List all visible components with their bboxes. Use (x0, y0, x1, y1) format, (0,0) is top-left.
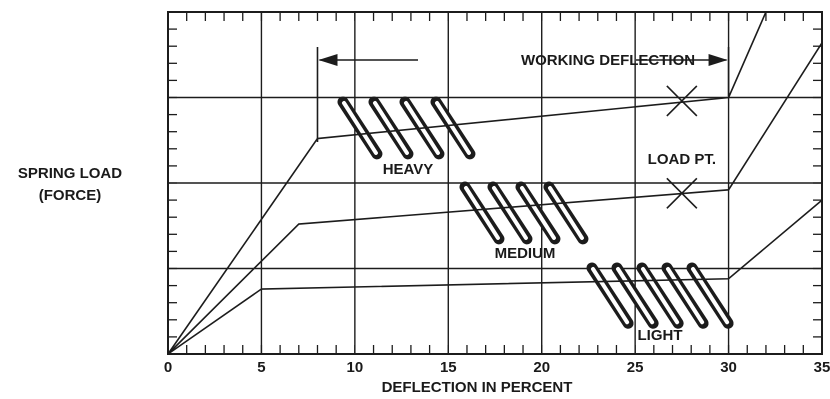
spring-coil-highlight (520, 186, 556, 240)
spring-coil-highlight (548, 186, 584, 240)
x-tick-label: 5 (257, 359, 265, 376)
spring-coil-highlight (373, 101, 409, 155)
medium-spring-label: MEDIUM (495, 245, 556, 262)
load-point-x-icon (666, 177, 698, 209)
load-line-medium (167, 42, 823, 355)
spring-coil-highlight (464, 186, 500, 240)
y-axis-label-line-2: (FORCE) (39, 187, 102, 204)
spring-coil-highlight (691, 267, 730, 325)
y-axis-label-line-1: SPRING LOAD (18, 165, 122, 182)
axis-ticks: 0 5 10 15 20 25 30 35 (164, 11, 830, 376)
spring-coil-highlight (492, 186, 528, 240)
spring-illustrations (337, 96, 734, 329)
spring-coil-highlight (616, 267, 655, 325)
arrowhead-left-icon (318, 54, 338, 66)
x-tick-label: 30 (720, 359, 737, 376)
spring-coil-highlight (591, 267, 630, 325)
spring-coil-highlight (641, 267, 680, 325)
spring-coil-icon (337, 96, 476, 160)
load-lines (167, 11, 823, 355)
x-tick-label: 15 (440, 359, 457, 376)
x-tick-label: 35 (814, 359, 830, 376)
heavy-spring-label: HEAVY (383, 161, 434, 178)
working-deflection-label: WORKING DEFLECTION (521, 52, 695, 69)
spring-coil-highlight (342, 101, 378, 155)
spring-coil-highlight (435, 101, 471, 155)
x-tick-label: 25 (627, 359, 644, 376)
x-tick-label: 0 (164, 359, 172, 376)
load-line-heavy (167, 11, 767, 355)
load-line-light (167, 199, 823, 355)
spring-coil-icon (586, 262, 734, 329)
load-point-x-icon (666, 85, 698, 117)
annotations (316, 47, 730, 209)
spring-coil-icon (459, 181, 589, 245)
x-tick-label: 20 (533, 359, 550, 376)
arrowhead-right-icon (708, 54, 728, 66)
spring-coil-highlight (666, 267, 705, 325)
x-axis-label: DEFLECTION IN PERCENT (382, 379, 573, 396)
load-point-label: LOAD PT. (648, 151, 716, 168)
x-tick-label: 10 (347, 359, 364, 376)
light-spring-label: LIGHT (638, 327, 683, 344)
